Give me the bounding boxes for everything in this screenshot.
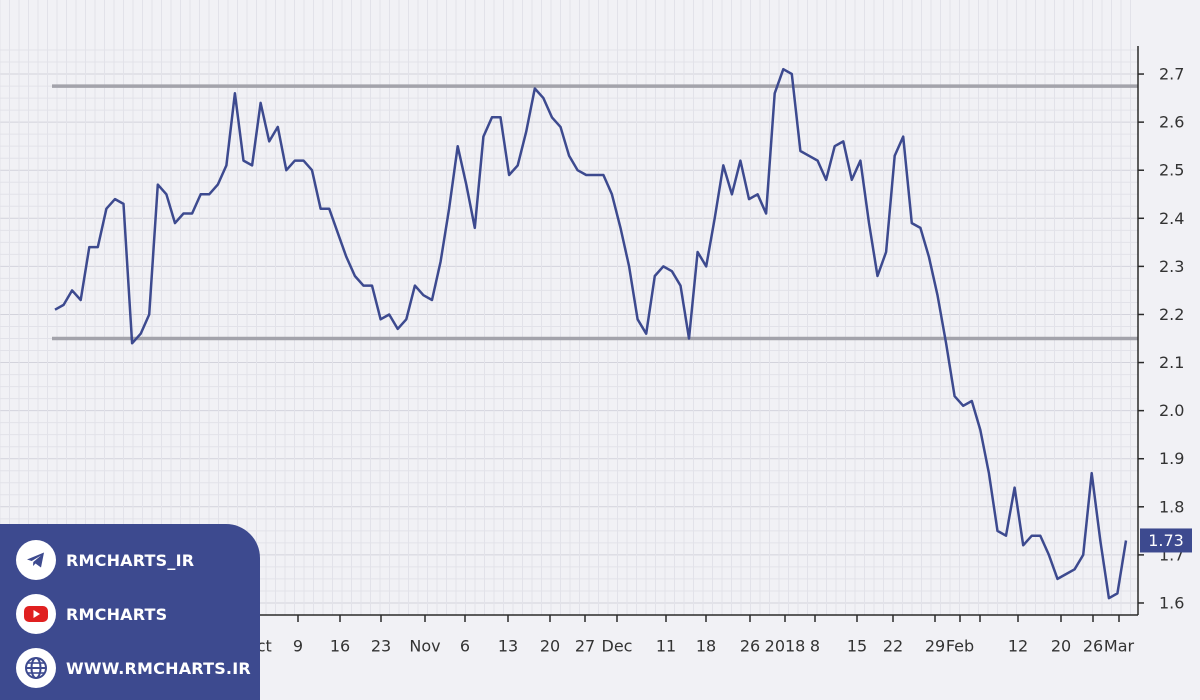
y-axis-ticks: 1.61.71.81.92.02.12.22.32.42.52.62.7 (1138, 65, 1184, 612)
watermark-row-youtube[interactable]: RMCHARTS (16, 594, 167, 634)
x-tick-label: 26 (740, 637, 760, 656)
watermark-website-label: WWW.RMCHARTS.IR (66, 658, 251, 678)
x-tick-label: 18 (696, 637, 716, 656)
x-tick-label: 20 (1051, 637, 1071, 656)
x-tick-label: Dec (602, 637, 633, 656)
last-value-badge-bg (1140, 528, 1192, 553)
last-value-badge: 1.73 (1140, 528, 1192, 553)
last-value-label: 1.73 (1148, 531, 1184, 550)
y-tick-label: 2.7 (1159, 65, 1184, 84)
x-tick-label: 8 (810, 637, 820, 656)
y-tick-label: 2.4 (1159, 209, 1184, 228)
watermark-row-website[interactable]: WWW.RMCHARTS.IR (16, 648, 251, 688)
x-tick-label: 26 (1083, 637, 1103, 656)
x-tick-label: Nov (409, 637, 440, 656)
y-tick-label: 2.6 (1159, 113, 1184, 132)
y-tick-label: 1.6 (1159, 593, 1184, 612)
watermark-row-telegram[interactable]: RMCHARTS_IR (16, 540, 194, 580)
x-tick-label: 13 (498, 637, 518, 656)
watermark-youtube-label: RMCHARTS (66, 604, 168, 624)
x-tick-label: 15 (847, 637, 867, 656)
globe-icon (16, 648, 56, 688)
x-tick-label: 12 (1008, 637, 1028, 656)
x-tick-label: 11 (656, 637, 676, 656)
y-tick-label: 2.0 (1159, 401, 1184, 420)
chart-grid (0, 0, 1138, 616)
x-tick-label: 16 (330, 637, 350, 656)
telegram-icon (16, 540, 56, 580)
y-tick-label: 1.8 (1159, 497, 1184, 516)
x-tick-label: 2018 (765, 637, 806, 656)
series-line (54, 67, 1128, 600)
y-tick-label: 2.1 (1159, 353, 1184, 372)
y-tick-label: 2.3 (1159, 257, 1184, 276)
x-tick-label: 23 (371, 637, 391, 656)
youtube-icon (16, 594, 56, 634)
x-tick-label: 9 (293, 637, 303, 656)
x-tick-label: 27 (575, 637, 595, 656)
y-tick-label: 1.9 (1159, 449, 1184, 468)
x-tick-label: 22 (883, 637, 903, 656)
x-tick-label: Mar (1104, 637, 1135, 656)
x-tick-label: Feb (946, 637, 974, 656)
x-tick-label: 20 (540, 637, 560, 656)
watermark-telegram-label: RMCHARTS_IR (66, 550, 195, 570)
y-tick-label: 2.2 (1159, 305, 1184, 324)
x-tick-label: 29 (925, 637, 945, 656)
y-tick-label: 2.5 (1159, 161, 1184, 180)
x-tick-label: 6 (460, 637, 470, 656)
watermark-panel: RMCHARTS_IR RMCHARTS WWW.RMCHARTS.IR (0, 524, 260, 700)
x-axis-ticks: 28111825Oct91623Nov6132027Dec11182620188… (46, 615, 1135, 656)
horizontal-level-lines (52, 84, 1138, 341)
